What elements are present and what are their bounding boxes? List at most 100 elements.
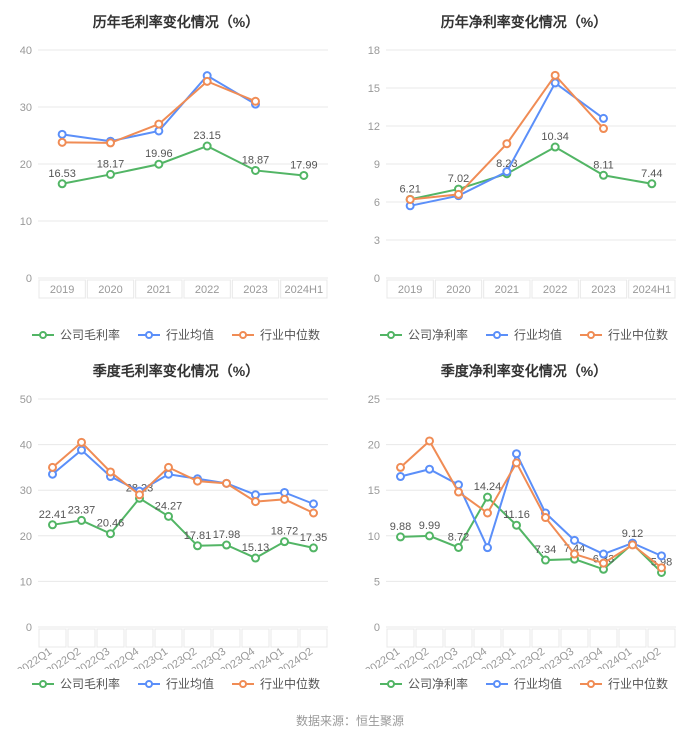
x-category-box	[68, 629, 95, 647]
series-marker	[407, 196, 414, 203]
x-tick-label: 2022	[195, 284, 219, 296]
legend-marker-icon	[145, 331, 153, 339]
value-label: 17.99	[290, 159, 318, 171]
series-marker	[648, 180, 655, 187]
chart-svg: 010203040502022Q12022Q22022Q32022Q42023Q…	[4, 389, 344, 669]
series-marker	[165, 513, 172, 520]
y-tick-label: 25	[368, 394, 380, 406]
legend-marker-icon	[493, 331, 501, 339]
series-marker	[136, 491, 143, 498]
series-marker	[49, 464, 56, 471]
y-tick-label: 12	[368, 121, 380, 133]
x-category-box	[590, 629, 617, 647]
value-label: 10.34	[541, 131, 569, 143]
x-tick-label: 2023	[243, 284, 267, 296]
x-category-box	[416, 629, 443, 647]
series-marker	[194, 542, 201, 549]
series-marker	[59, 180, 66, 187]
series-marker	[204, 143, 211, 150]
chart-svg: 010203040201920202021202220232024H116.53…	[4, 40, 344, 320]
y-tick-label: 20	[20, 159, 32, 171]
value-label: 17.35	[300, 532, 328, 544]
legend-label: 公司净利率	[408, 675, 468, 692]
series-marker	[629, 541, 636, 548]
legend-item: 行业均值	[138, 326, 214, 343]
series-marker	[165, 464, 172, 471]
series-marker	[484, 494, 491, 501]
x-category-box	[184, 629, 211, 647]
x-category-box	[242, 629, 269, 647]
x-tick-label: 2022	[543, 284, 567, 296]
series-marker	[49, 521, 56, 528]
series-marker	[223, 480, 230, 487]
series-marker	[223, 542, 230, 549]
value-label: 22.41	[39, 509, 67, 521]
x-category-box	[213, 629, 240, 647]
chart-svg: 05101520252022Q12022Q22022Q32022Q42023Q1…	[352, 389, 692, 669]
series-marker	[542, 557, 549, 564]
x-category-box	[155, 629, 182, 647]
chart-title: 历年毛利率变化情况（%）	[4, 12, 348, 32]
series-marker	[552, 72, 559, 79]
data-source-footer: 数据来源：恒生聚源	[0, 702, 700, 743]
series-marker	[484, 544, 491, 551]
value-label: 23.37	[68, 504, 96, 516]
legend-marker-icon	[587, 680, 595, 688]
series-marker	[426, 437, 433, 444]
legend-swatch	[486, 334, 508, 336]
value-label: 23.15	[193, 130, 221, 142]
legend-item: 行业均值	[486, 326, 562, 343]
series-marker	[397, 464, 404, 471]
chart-panel: 季度毛利率变化情况（%）010203040502022Q12022Q22022Q…	[4, 357, 348, 702]
value-label: 11.16	[503, 509, 530, 521]
y-tick-label: 15	[368, 83, 380, 95]
value-label: 24.27	[155, 500, 183, 512]
series-line	[410, 147, 652, 199]
legend-marker-icon	[239, 680, 247, 688]
legend-swatch	[32, 683, 54, 685]
value-label: 18.72	[271, 526, 299, 538]
series-marker	[155, 121, 162, 128]
series-marker	[503, 168, 510, 175]
legend-item: 行业均值	[486, 675, 562, 692]
series-marker	[107, 468, 114, 475]
legend-item: 公司净利率	[380, 675, 468, 692]
legend-item: 行业中位数	[232, 675, 320, 692]
value-label: 17.98	[213, 529, 241, 541]
y-tick-label: 10	[20, 216, 32, 228]
legend-swatch	[138, 334, 160, 336]
series-marker	[455, 544, 462, 551]
legend-swatch	[232, 334, 254, 336]
x-category-box	[532, 629, 559, 647]
legend-marker-icon	[239, 331, 247, 339]
legend-label: 行业中位数	[260, 675, 320, 692]
series-marker	[252, 498, 259, 505]
y-tick-label: 20	[20, 531, 32, 543]
chart-panel: 历年净利率变化情况（%）0369121518201920202021202220…	[352, 8, 696, 353]
y-tick-label: 5	[374, 576, 380, 588]
series-marker	[78, 439, 85, 446]
legend-item: 公司毛利率	[32, 675, 120, 692]
y-tick-label: 10	[20, 576, 32, 588]
legend-label: 公司净利率	[408, 326, 468, 343]
x-category-box	[648, 629, 675, 647]
series-marker	[600, 125, 607, 132]
legend-swatch	[580, 334, 602, 336]
legend-marker-icon	[39, 331, 47, 339]
value-label: 8.72	[448, 531, 469, 543]
series-marker	[78, 517, 85, 524]
x-tick-label: 2023	[591, 284, 615, 296]
value-label: 18.87	[242, 154, 270, 166]
legend-label: 行业均值	[514, 326, 562, 343]
series-marker	[252, 98, 259, 105]
chart-legend: 公司净利率行业均值行业中位数	[352, 675, 696, 692]
legend-swatch	[580, 683, 602, 685]
x-category-box	[126, 629, 153, 647]
legend-item: 公司毛利率	[32, 326, 120, 343]
legend-swatch	[380, 683, 402, 685]
series-marker	[426, 532, 433, 539]
series-marker	[600, 560, 607, 567]
y-tick-label: 18	[368, 45, 380, 57]
series-marker	[397, 533, 404, 540]
legend-swatch	[486, 683, 508, 685]
